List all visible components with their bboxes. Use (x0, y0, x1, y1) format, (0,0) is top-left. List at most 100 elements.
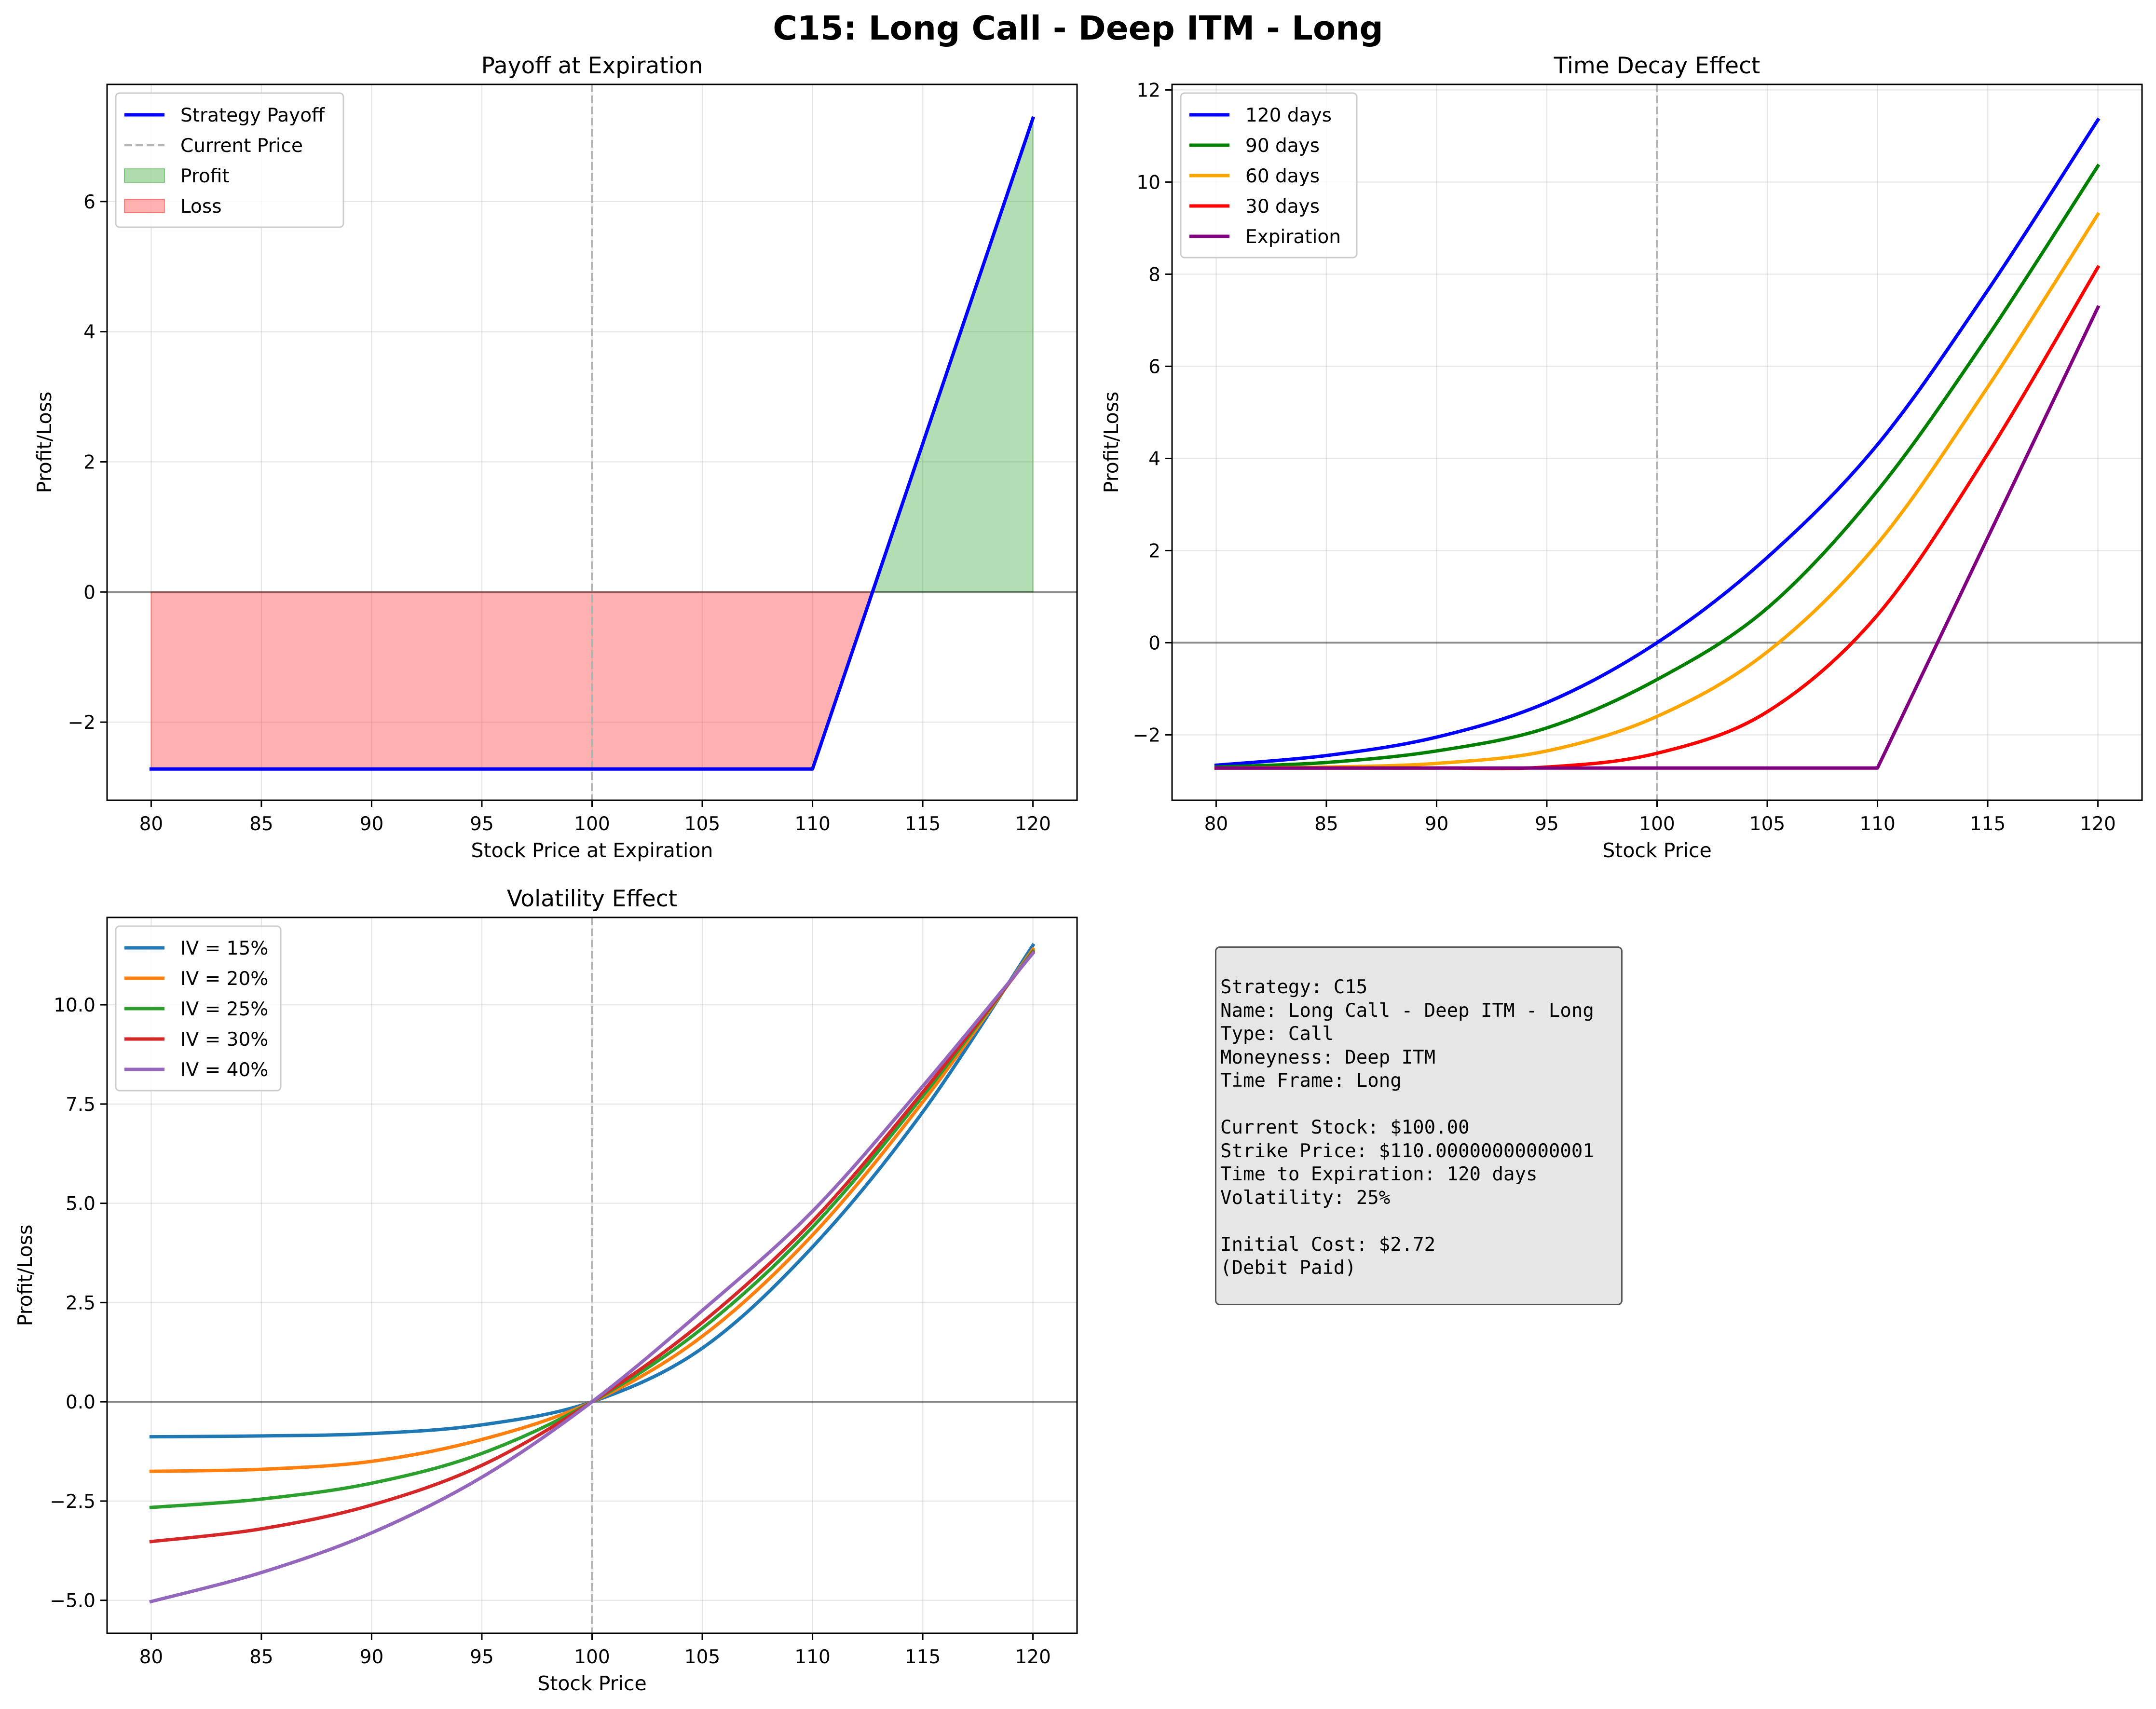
x-tick-label: 100 (574, 813, 610, 835)
y-tick-label: −2 (1133, 725, 1161, 746)
y-tick-label: 10 (1136, 172, 1160, 193)
series-line-strategy-payoff (149, 116, 1036, 771)
y-tick-label: 7.5 (66, 1094, 96, 1116)
info-line: (Debit Paid) (1220, 1257, 1356, 1279)
legend-label-60-days: 60 days (1245, 165, 1320, 187)
payoff-chart: 80 85 90 95 100 105 110 115 120 −2 0 2 4 6 Payoff at E… (33, 53, 1078, 862)
series-line-iv-15 (149, 943, 1036, 1439)
x-tick-label: 85 (249, 1646, 273, 1668)
legend-label-iv-15: IV = 15% (180, 938, 268, 959)
series-line-iv-30 (149, 950, 1036, 1544)
legend-label-120-days: 120 days (1245, 105, 1332, 126)
x-axis-label: Stock Price (537, 1672, 647, 1695)
x-tick-label: 90 (360, 813, 384, 835)
series-line-90-days (1214, 164, 2101, 769)
x-tick-label: 120 (1015, 813, 1051, 835)
legend-label-expiration: Expiration (1245, 226, 1341, 248)
x-tick-label: 115 (1970, 813, 2006, 835)
y-tick-label: 4 (83, 322, 96, 343)
legend-box (115, 925, 282, 1092)
info-line: Type: Call (1220, 1023, 1334, 1045)
x-tick-label: 120 (2080, 813, 2115, 835)
info-line: Strategy: C15 (1220, 976, 1368, 998)
x-tick-label: 110 (1859, 813, 1895, 835)
y-tick-label: 8 (1148, 264, 1160, 286)
x-axis-label: Stock Price (1602, 839, 1712, 862)
legend-swatch-profit (124, 168, 165, 183)
legend-swatch-loss (124, 199, 165, 213)
info-line: Time to Expiration: 120 days (1220, 1163, 1538, 1185)
loss-fill-area (150, 591, 873, 770)
y-tick-label: 0.0 (66, 1392, 96, 1413)
x-tick-label: 85 (249, 813, 273, 835)
y-axis-label: Profit/Loss (33, 392, 56, 493)
info-line: Name: Long Call - Deep ITM - Long (1220, 999, 1594, 1022)
x-tick-label: 80 (139, 813, 164, 835)
series-line-iv-20 (149, 946, 1036, 1473)
x-tick-label: 100 (1639, 813, 1675, 835)
x-tick-label: 95 (470, 1646, 494, 1668)
info-line: Time Frame: Long (1220, 1070, 1402, 1092)
info-spacer (1220, 1093, 1617, 1117)
chart-title: Payoff at Expiration (481, 53, 703, 79)
x-tick-label: 90 (1425, 813, 1449, 835)
legend-label-iv-30: IV = 30% (180, 1029, 268, 1051)
x-tick-label: 105 (684, 813, 720, 835)
y-tick-label: 6 (1148, 356, 1160, 378)
y-tick-label: 2 (1148, 540, 1160, 562)
legend: 120 days 90 days 60 days 30 days Expiration (1180, 92, 1358, 259)
legend-box (115, 92, 344, 228)
volatility-chart: 80 85 90 95 100 105 110 115 120 −5.0 −2.5 0.0 2.5 5.0… (14, 886, 1078, 1695)
legend-label-30-days: 30 days (1245, 196, 1320, 218)
y-tick-label: 0 (83, 582, 96, 603)
x-tick-label: 80 (139, 1646, 164, 1668)
legend-box (1180, 92, 1358, 259)
y-tick-label: 10.0 (54, 995, 96, 1016)
figure-title: C15: Long Call - Deep ITM - Long (773, 9, 1383, 48)
x-tick-label: 95 (1535, 813, 1559, 835)
legend-label-profit: Profit (180, 165, 230, 187)
y-tick-label: 4 (1148, 448, 1160, 470)
y-tick-label: −2 (68, 712, 96, 734)
x-tick-label: 95 (470, 813, 494, 835)
y-tick-label: 0 (1148, 632, 1160, 654)
x-tick-label: 115 (905, 1646, 941, 1668)
x-tick-label: 115 (905, 813, 941, 835)
info-line: Strike Price: $110.00000000000001 (1220, 1140, 1594, 1162)
series-line-iv-40 (149, 951, 1036, 1604)
legend-label-iv-25: IV = 25% (180, 998, 268, 1020)
x-tick-label: 120 (1015, 1646, 1051, 1668)
x-tick-label: 80 (1204, 813, 1228, 835)
y-tick-label: 2 (83, 451, 96, 473)
y-tick-label: 12 (1136, 80, 1160, 101)
x-tick-label: 110 (794, 813, 830, 835)
legend-label-strategy-payoff: Strategy Payoff (180, 105, 325, 126)
info-line: Volatility: 25% (1220, 1187, 1391, 1209)
series-line-expiration (1214, 305, 2101, 770)
time-decay-chart: 80 85 90 95 100 105 110 115 120 −2 0 2 4 6 8 10 12 Time D… (1100, 53, 2143, 862)
x-tick-label: 110 (794, 1646, 830, 1668)
series-line-120-days (1214, 117, 2101, 767)
x-tick-label: 105 (1749, 813, 1785, 835)
x-tick-label: 85 (1314, 813, 1338, 835)
y-tick-label: −5.0 (50, 1590, 96, 1612)
chart-title: Time Decay Effect (1554, 53, 1760, 79)
legend: Strategy Payoff Current Price Profit Loss (115, 92, 344, 228)
x-tick-label: 90 (360, 1646, 384, 1668)
info-line: Initial Cost: $2.72 (1220, 1233, 1436, 1256)
y-tick-label: −2.5 (50, 1491, 96, 1513)
legend-label-loss: Loss (180, 196, 222, 218)
x-tick-label: 100 (574, 1646, 610, 1668)
legend-label-iv-40: IV = 40% (180, 1059, 268, 1081)
info-line: Current Stock: $100.00 (1220, 1117, 1470, 1138)
legend: IV = 15% IV = 20% IV = 25% IV = 30% IV = 40% (115, 925, 282, 1092)
y-axis-label: Profit/Loss (14, 1225, 37, 1326)
legend-label-90-days: 90 days (1245, 135, 1320, 157)
chart-title: Volatility Effect (507, 886, 677, 912)
info-spacer (1220, 1210, 1617, 1233)
legend-label-iv-20: IV = 20% (180, 968, 268, 990)
info-line: Moneyness: Deep ITM (1220, 1046, 1436, 1068)
series-line-60-days (1214, 212, 2101, 770)
x-axis-label: Stock Price at Expiration (471, 839, 713, 862)
